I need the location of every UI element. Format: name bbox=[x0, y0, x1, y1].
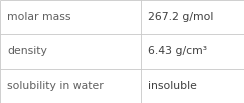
Text: 6.43 g/cm³: 6.43 g/cm³ bbox=[148, 46, 207, 57]
Text: solubility in water: solubility in water bbox=[7, 81, 104, 91]
Text: insoluble: insoluble bbox=[148, 81, 197, 91]
Text: molar mass: molar mass bbox=[7, 12, 71, 22]
Text: density: density bbox=[7, 46, 47, 57]
Text: 267.2 g/mol: 267.2 g/mol bbox=[148, 12, 214, 22]
